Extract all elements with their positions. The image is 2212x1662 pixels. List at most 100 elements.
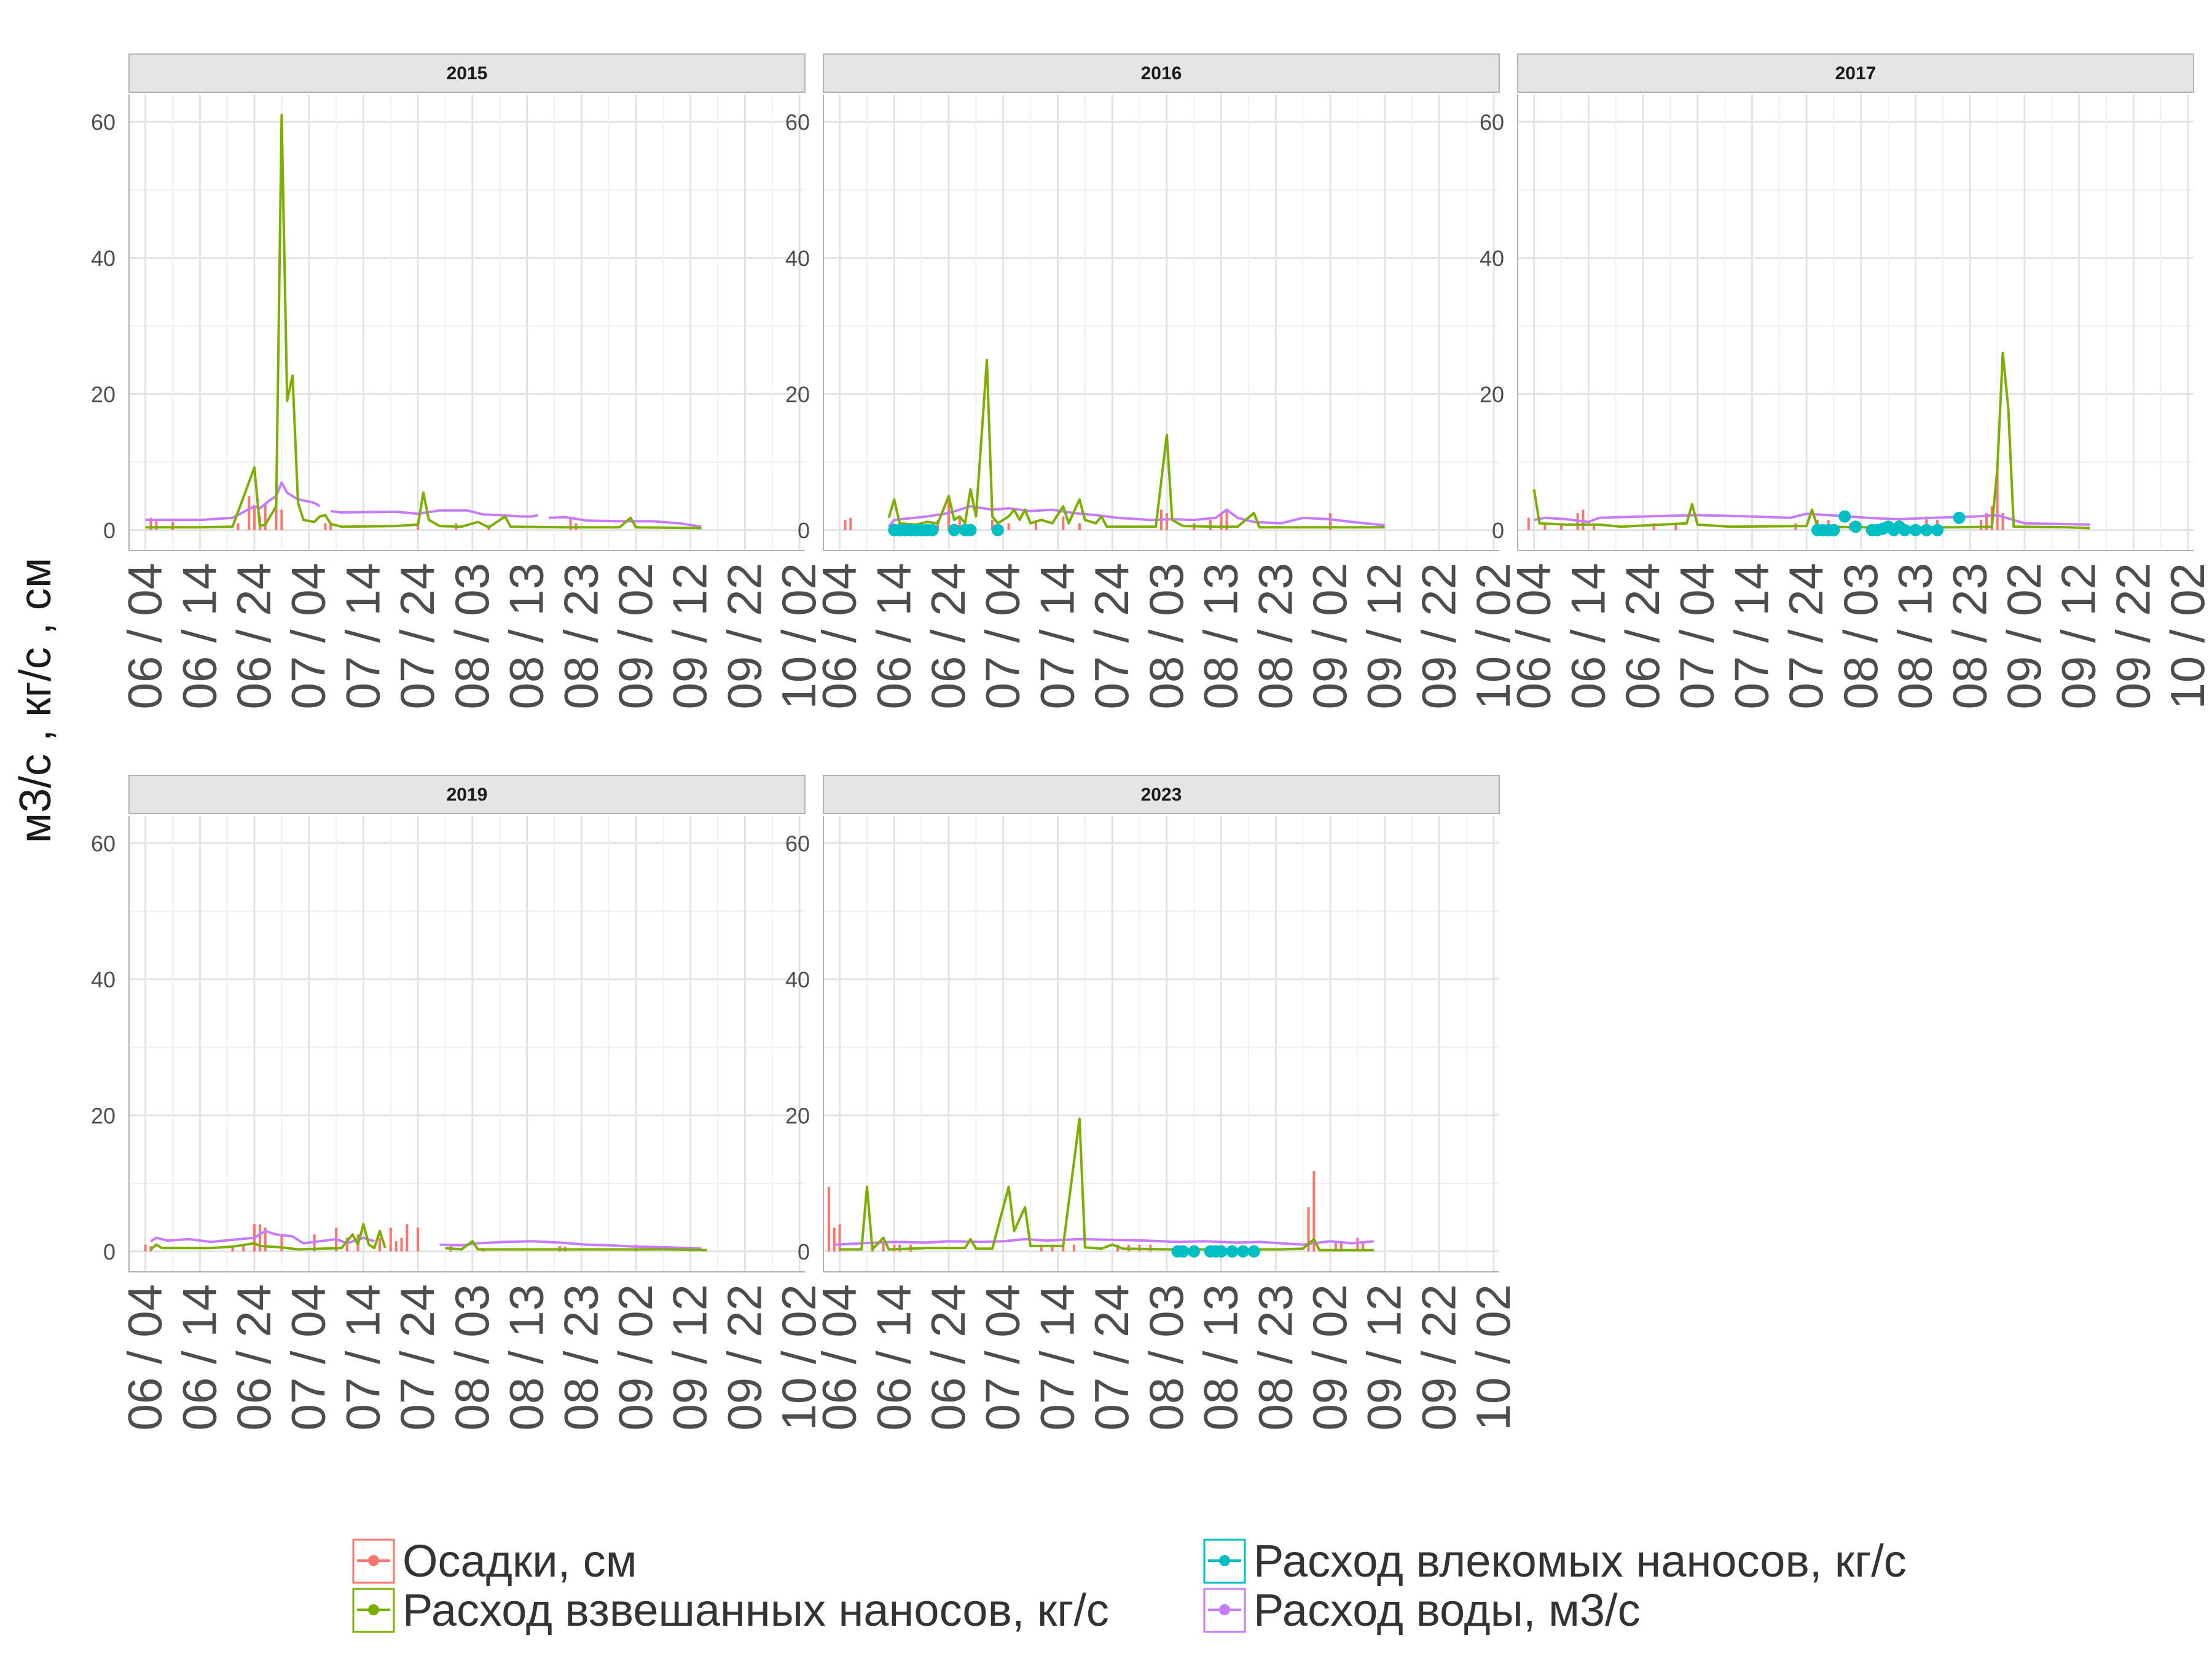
y-tick-label: 20 <box>91 1103 116 1128</box>
x-tick-label: 06 / 14 <box>172 1284 226 1431</box>
y-tick-label: 40 <box>91 967 116 992</box>
x-tick-label: 07 / 24 <box>390 1284 444 1431</box>
x-tick-label: 09 / 22 <box>1411 563 1465 710</box>
x-tick-label: 10 / 02 <box>1466 563 1520 710</box>
x-tick-label: 07 / 14 <box>335 563 390 710</box>
y-tick-label: 0 <box>1492 518 1504 543</box>
legend-item-suspended: Расход взвешанных наносов, кг/с <box>352 1585 1109 1636</box>
x-tick-label: 06 / 14 <box>1561 563 1615 710</box>
x-tick-label: 09 / 12 <box>663 563 717 710</box>
x-tick-label: 07 / 24 <box>1084 563 1139 710</box>
x-tick-label: 06 / 04 <box>812 1284 866 1431</box>
suspended-series-line <box>1532 351 2090 530</box>
x-tick-label: 09 / 02 <box>608 1284 662 1431</box>
x-tick-label: 09 / 02 <box>1303 563 1357 710</box>
water-series-line <box>834 1237 1375 1246</box>
y-tick-label: 0 <box>103 1239 116 1264</box>
bedload-point <box>1215 1245 1228 1258</box>
bedload-point <box>1920 523 1933 536</box>
legend-label: Расход влекомых наносов, кг/с <box>1253 1535 1907 1586</box>
suspended-series-line <box>150 1223 386 1251</box>
y-tick-label: 0 <box>103 518 116 543</box>
bedload-point <box>1953 511 1966 524</box>
x-tick-label: 07 / 14 <box>1030 1284 1084 1431</box>
x-tick-label: 07 / 24 <box>1084 1284 1139 1431</box>
legend-key-point <box>368 1555 379 1566</box>
facet-strip-label: 2015 <box>447 63 488 84</box>
bedload-point <box>947 523 960 536</box>
legend-item-water: Расход воды, м3/с <box>1203 1585 1641 1636</box>
x-tick-label: 09 / 12 <box>663 1284 717 1431</box>
facet-strip <box>128 53 806 93</box>
x-tick-label: 06 / 04 <box>1507 563 1561 710</box>
legend-key-point <box>1219 1604 1230 1615</box>
bedload-point <box>1188 1245 1201 1258</box>
legend-label: Расход взвешанных наносов, кг/с <box>402 1585 1109 1636</box>
y-axis-label: м3/с , кг/с , см <box>11 558 60 844</box>
x-tick-label: 06 / 24 <box>227 563 281 710</box>
x-tick-label: 07 / 04 <box>976 563 1030 710</box>
x-tick-label: 06 / 14 <box>866 563 920 710</box>
y-tick-label: 60 <box>91 831 116 856</box>
x-tick-label: 09 / 12 <box>2052 563 2106 710</box>
legend: Осадки, см Расход влекомых наносов, кг/сР… <box>352 1535 1907 1636</box>
y-tick-label: 60 <box>1480 109 1504 135</box>
x-tick-label: 07 / 04 <box>281 563 335 710</box>
y-tick-label: 0 <box>798 518 810 543</box>
bedload-point <box>1247 1245 1260 1258</box>
bedload-point <box>1931 523 1944 536</box>
x-tick-label: 09 / 12 <box>1357 563 1411 710</box>
y-tick-label: 20 <box>785 1103 810 1128</box>
x-tick-label: 06 / 14 <box>172 563 226 710</box>
water-series-line <box>439 1240 702 1250</box>
legend-key-point <box>1219 1555 1230 1566</box>
x-tick-label: 08 / 23 <box>1942 563 1996 710</box>
x-tick-label: 08 / 03 <box>1139 563 1193 710</box>
water-series-line <box>549 515 702 528</box>
legend-item-precip: Осадки, см <box>352 1535 637 1586</box>
bedload-point <box>1827 523 1840 536</box>
x-tick-label: 08 / 03 <box>445 1284 499 1431</box>
y-tick-label: 20 <box>785 382 810 407</box>
x-tick-label: 06 / 24 <box>1615 563 1669 710</box>
y-tick-label: 60 <box>785 109 810 135</box>
x-tick-label: 10 / 02 <box>1466 1284 1520 1431</box>
x-tick-label: 08 / 13 <box>1194 1284 1248 1431</box>
legend-item-bedload: Расход влекомых наносов, кг/с <box>1203 1535 1907 1586</box>
x-tick-label: 06 / 24 <box>921 563 975 710</box>
facet-strip-label: 2019 <box>447 785 488 805</box>
plot-background <box>129 95 805 551</box>
x-tick-label: 07 / 24 <box>390 563 444 710</box>
x-tick-label: 10 / 02 <box>772 563 826 710</box>
facet-strip <box>128 775 806 814</box>
x-tick-label: 07 / 04 <box>281 1284 335 1431</box>
water-series-line <box>150 1229 375 1245</box>
x-tick-label: 08 / 23 <box>554 1284 608 1431</box>
x-tick-label: 08 / 13 <box>500 1284 554 1431</box>
x-tick-label: 09 / 22 <box>2106 563 2160 710</box>
x-tick-label: 08 / 03 <box>1139 1284 1193 1431</box>
suspended-series-line <box>445 1240 707 1252</box>
facet-strip <box>823 53 1500 93</box>
suspended-series-line <box>887 358 1385 529</box>
x-tick-label: 07 / 14 <box>1724 563 1778 710</box>
x-tick-label: 07 / 04 <box>976 1284 1030 1431</box>
x-tick-label: 09 / 12 <box>1357 1284 1411 1431</box>
water-series-line <box>330 509 538 518</box>
x-tick-label: 10 / 02 <box>772 1284 826 1431</box>
y-tick-label: 60 <box>91 109 116 135</box>
bedload-point <box>1177 1245 1190 1258</box>
x-tick-label: 06 / 04 <box>118 563 172 710</box>
bedload-point <box>1237 1245 1250 1258</box>
plot-background <box>129 816 805 1272</box>
x-tick-label: 09 / 22 <box>717 563 771 710</box>
plot-background <box>823 816 1499 1272</box>
plot-background <box>1518 95 2194 551</box>
